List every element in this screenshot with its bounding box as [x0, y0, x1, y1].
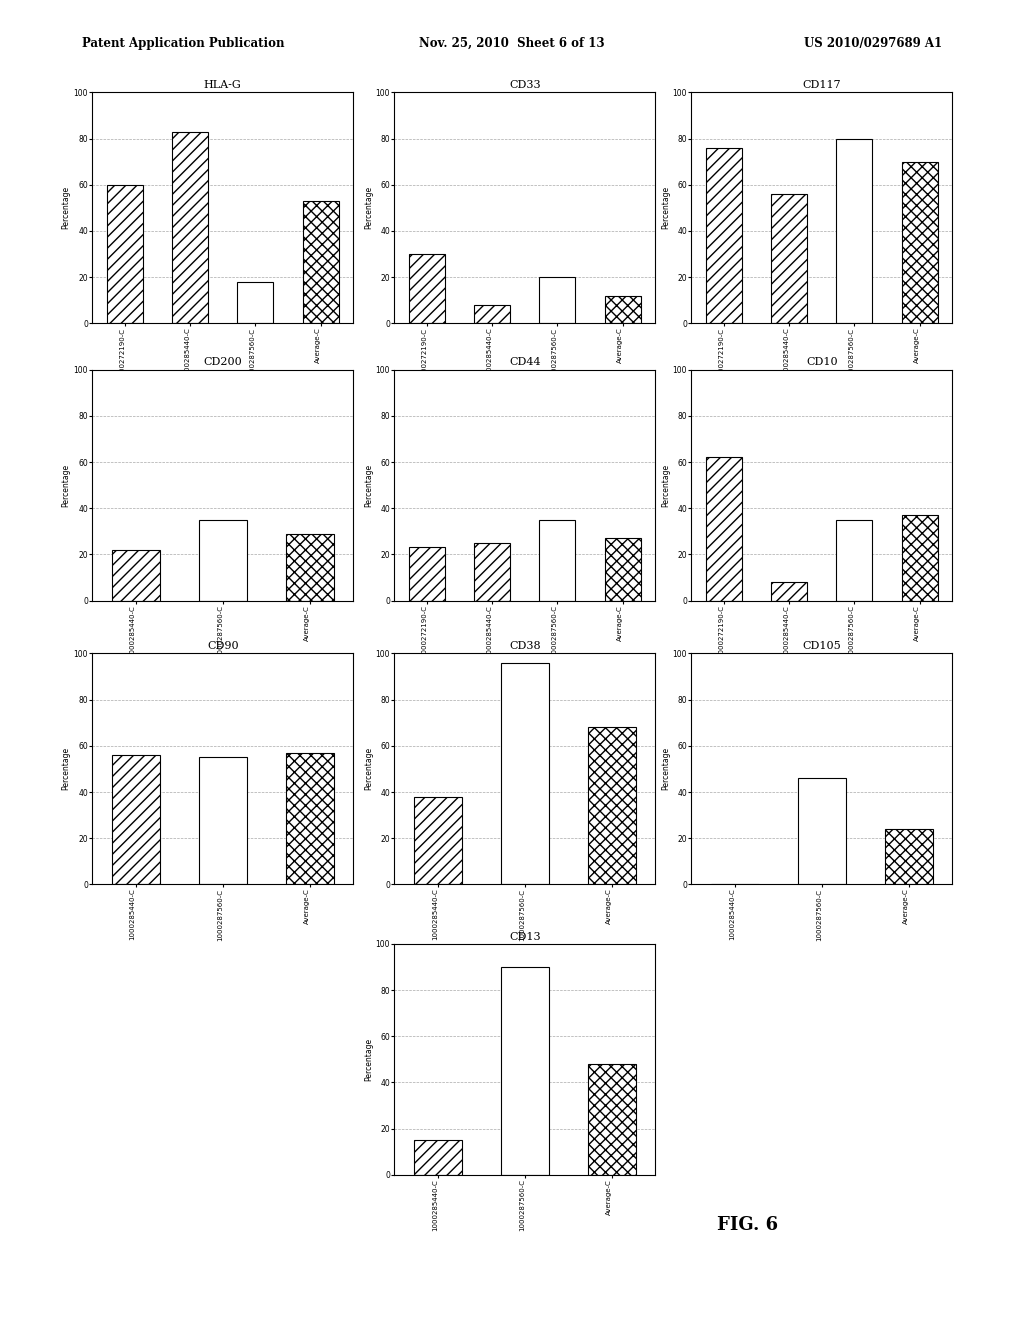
- Bar: [238, 281, 273, 323]
- Title: HLA-G: HLA-G: [204, 81, 242, 90]
- Bar: [409, 548, 444, 601]
- Bar: [588, 1064, 636, 1175]
- Bar: [771, 582, 807, 601]
- Bar: [106, 185, 142, 323]
- Bar: [706, 458, 741, 601]
- Bar: [409, 253, 444, 323]
- Bar: [474, 543, 510, 601]
- Bar: [771, 194, 807, 323]
- Bar: [706, 148, 741, 323]
- Y-axis label: Percentage: Percentage: [61, 186, 71, 230]
- Text: Nov. 25, 2010  Sheet 6 of 13: Nov. 25, 2010 Sheet 6 of 13: [419, 37, 605, 50]
- Bar: [501, 966, 549, 1175]
- Bar: [540, 277, 575, 323]
- Title: CD10: CD10: [806, 358, 838, 367]
- Bar: [588, 727, 636, 884]
- Bar: [414, 796, 462, 884]
- Title: CD44: CD44: [509, 358, 541, 367]
- Y-axis label: Percentage: Percentage: [364, 747, 373, 791]
- Bar: [501, 663, 549, 884]
- Bar: [414, 1140, 462, 1175]
- Y-axis label: Percentage: Percentage: [364, 1038, 373, 1081]
- Bar: [199, 758, 247, 884]
- Y-axis label: Percentage: Percentage: [364, 463, 373, 507]
- Title: CD90: CD90: [207, 642, 239, 651]
- Bar: [286, 533, 334, 601]
- Bar: [286, 752, 334, 884]
- Bar: [474, 305, 510, 323]
- Y-axis label: Percentage: Percentage: [364, 186, 373, 230]
- Bar: [303, 201, 339, 323]
- Title: CD33: CD33: [509, 81, 541, 90]
- Bar: [199, 520, 247, 601]
- Bar: [112, 549, 160, 601]
- Title: CD38: CD38: [509, 642, 541, 651]
- Text: FIG. 6: FIG. 6: [717, 1216, 778, 1234]
- Y-axis label: Percentage: Percentage: [61, 463, 71, 507]
- Bar: [902, 515, 938, 601]
- Text: Patent Application Publication: Patent Application Publication: [82, 37, 285, 50]
- Title: CD200: CD200: [204, 358, 242, 367]
- Bar: [605, 296, 641, 323]
- Bar: [112, 755, 160, 884]
- Bar: [540, 520, 575, 601]
- Title: CD117: CD117: [803, 81, 841, 90]
- Y-axis label: Percentage: Percentage: [61, 747, 71, 791]
- Bar: [837, 139, 872, 323]
- Bar: [172, 132, 208, 323]
- Bar: [798, 777, 846, 884]
- Bar: [837, 520, 872, 601]
- Y-axis label: Percentage: Percentage: [660, 186, 670, 230]
- Text: US 2010/0297689 A1: US 2010/0297689 A1: [804, 37, 942, 50]
- Y-axis label: Percentage: Percentage: [660, 747, 670, 791]
- Title: CD13: CD13: [509, 932, 541, 941]
- Bar: [885, 829, 933, 884]
- Y-axis label: Percentage: Percentage: [660, 463, 670, 507]
- Bar: [605, 539, 641, 601]
- Title: CD105: CD105: [803, 642, 841, 651]
- Bar: [902, 162, 938, 323]
